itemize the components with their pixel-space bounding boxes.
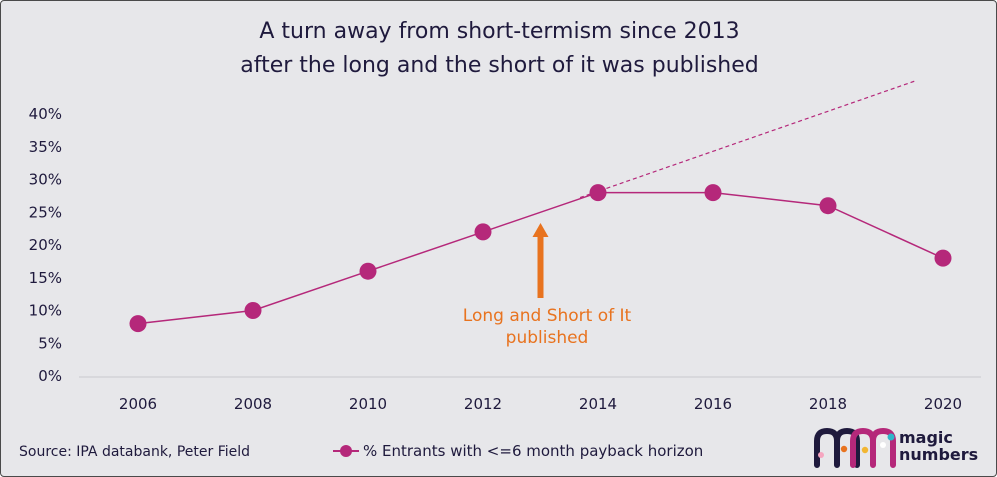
annotation-arrow [532,223,549,298]
legend-marker [333,444,359,458]
series-points [129,184,952,333]
logo-wordmark: magic numbers [899,429,978,463]
y-tick-label: 5% [38,334,62,352]
data-point [359,262,377,280]
chart-title-line1: A turn away from short-termism since 201… [259,19,740,44]
series-line [137,191,944,325]
x-axis-ticks: 2006 2008 2010 2012 2014 2016 2018 2020 [119,395,962,413]
x-tick-label: 2012 [464,395,502,413]
data-point [474,223,492,241]
y-tick-label: 40% [29,105,62,123]
magic-numbers-logo [814,427,896,468]
data-point [129,315,147,333]
legend: % Entrants with <=6 month payback horizo… [333,442,703,460]
data-point [589,184,607,202]
data-point [934,249,952,267]
y-axis-ticks: 0% 5% 10% 15% 20% 25% 30% 35% 40% [29,105,62,385]
source-note: Source: IPA databank, Peter Field [19,444,251,460]
y-tick-label: 30% [29,171,62,189]
logo-word-2: numbers [899,445,979,464]
x-tick-label: 2008 [234,395,272,413]
data-point [819,197,837,215]
legend-label: % Entrants with <=6 month payback horizo… [363,442,704,460]
y-tick-label: 25% [29,203,62,221]
annotation-line1: Long and Short of It [463,306,632,326]
logo-word-1: magic [899,428,953,447]
x-tick-label: 2010 [349,395,387,413]
chart-title: A turn away from short-termism since 201… [1,15,996,83]
x-tick-label: 2018 [809,395,847,413]
trend-projection-line [579,80,915,199]
y-tick-label: 0% [38,367,62,385]
x-tick-label: 2020 [924,395,962,413]
x-tick-label: 2014 [579,395,617,413]
annotation-line2: published [506,328,589,348]
annotation-arrow-head [532,223,549,237]
y-tick-label: 10% [29,302,62,320]
y-tick-label: 20% [29,236,62,254]
data-point [244,302,262,319]
y-tick-label: 15% [29,269,62,287]
x-tick-label: 2016 [694,395,732,413]
y-tick-label: 35% [29,138,62,156]
x-tick-label: 2006 [119,395,157,413]
chart-title-line2: after the long and the short of it was p… [240,53,759,78]
data-point [704,184,722,202]
